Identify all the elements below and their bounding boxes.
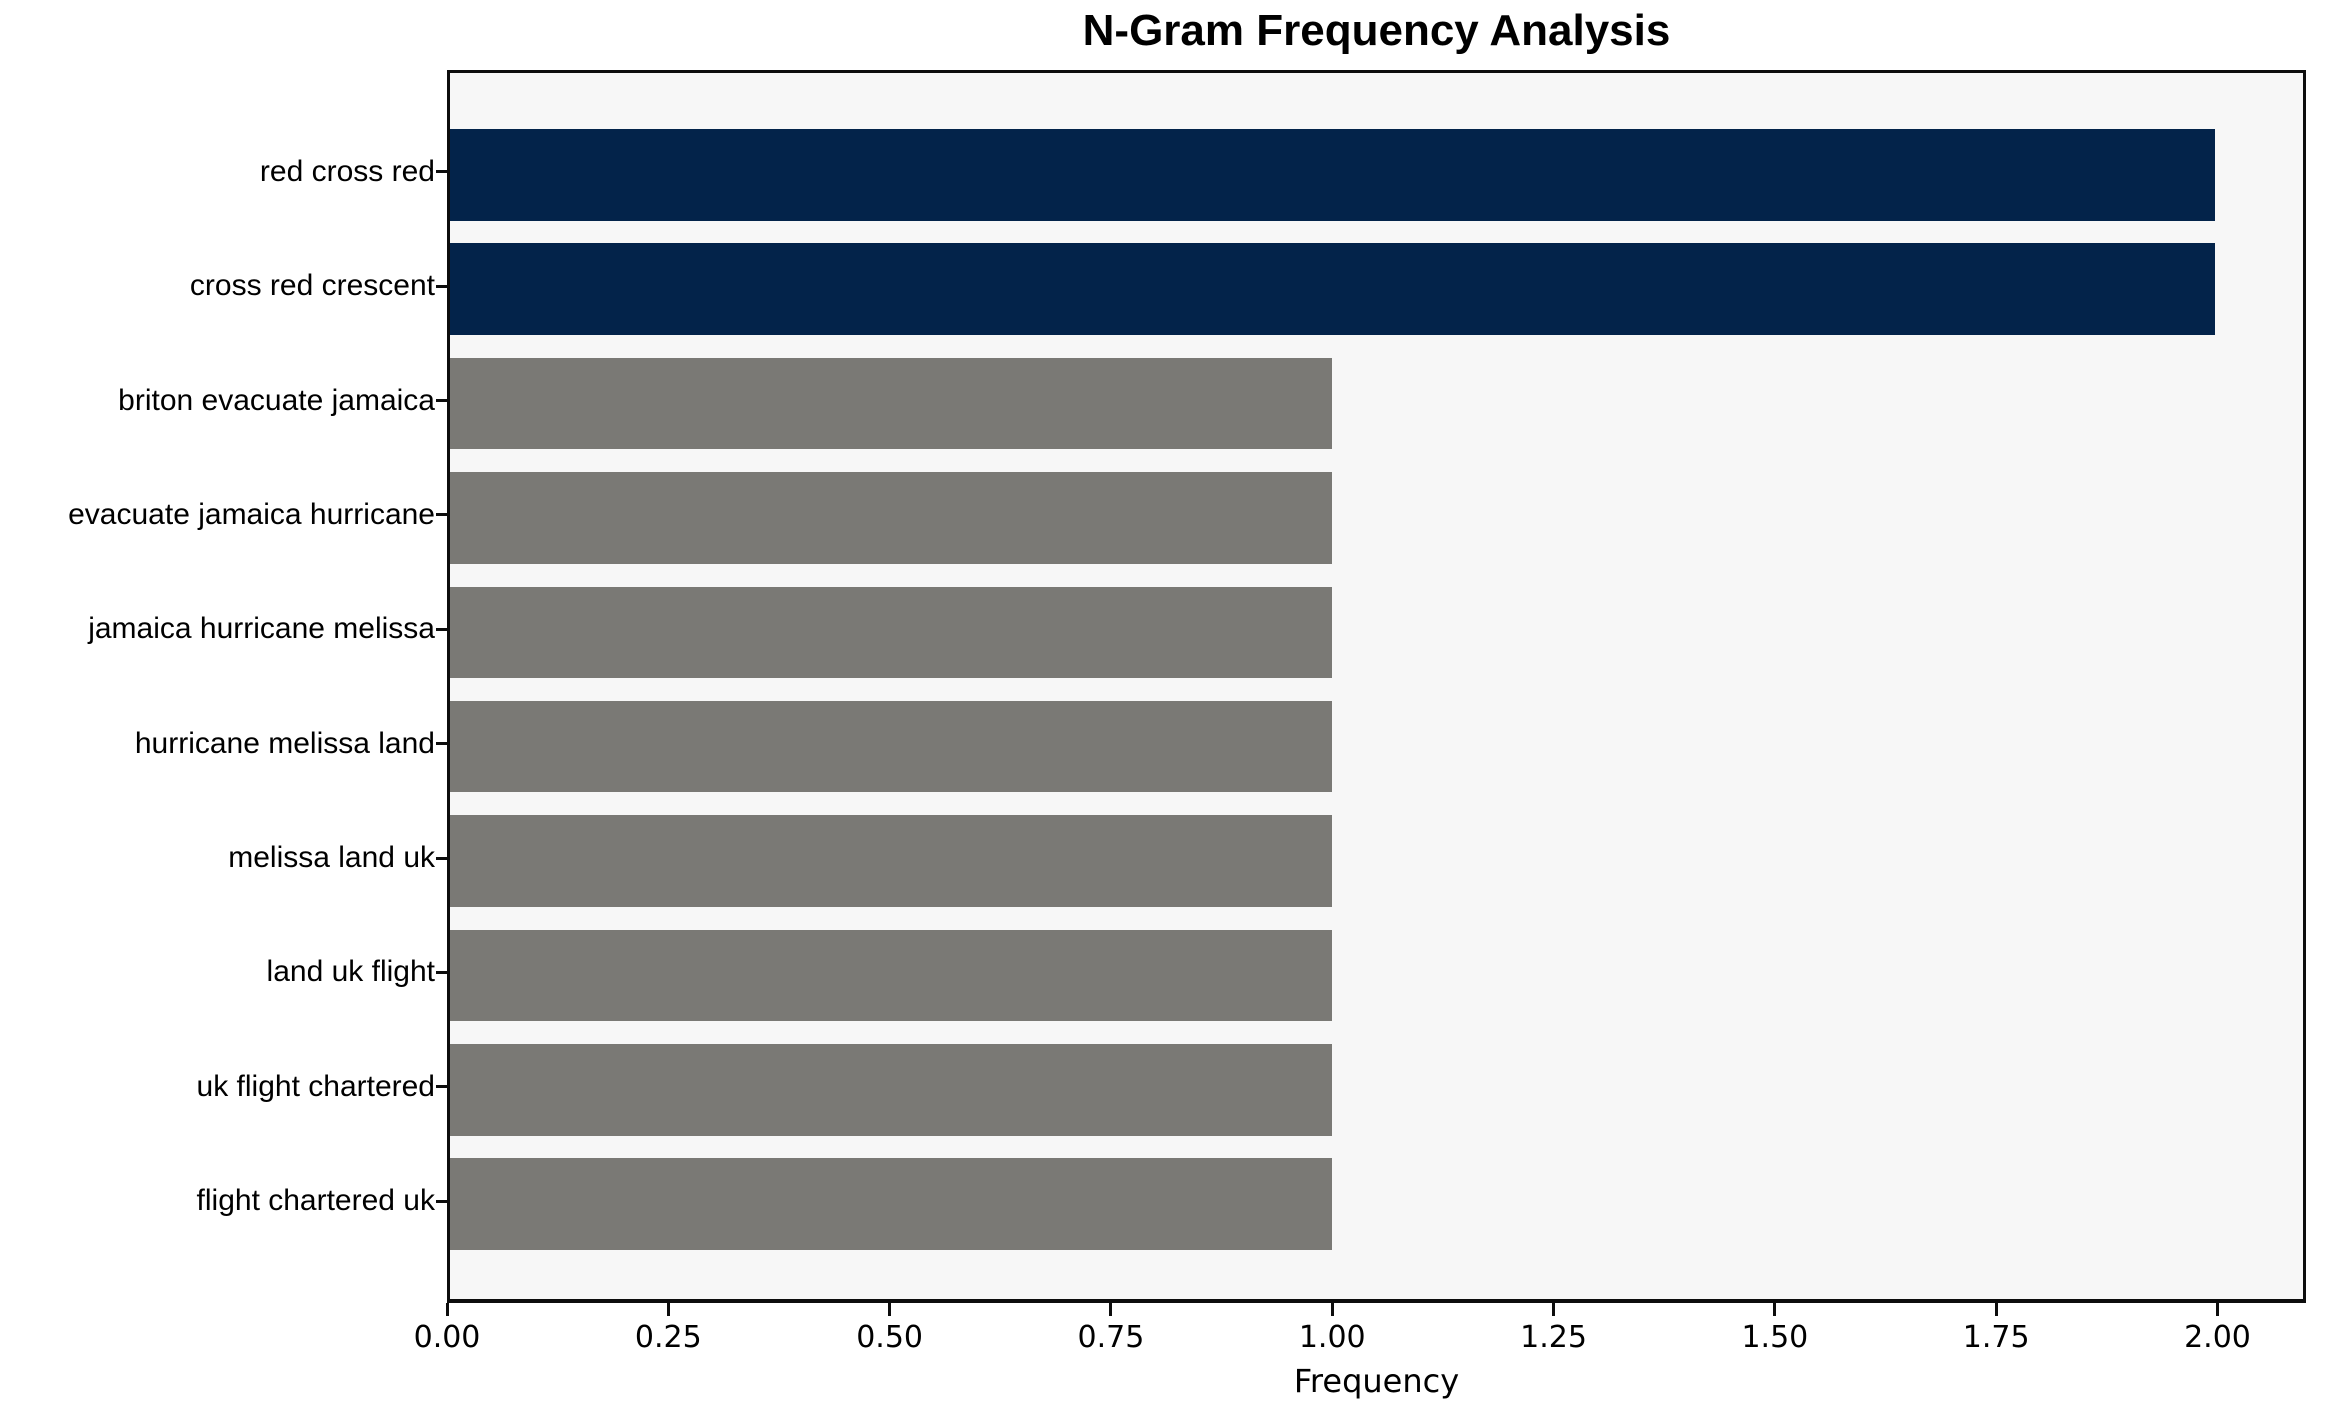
y-tick-label: jamaica hurricane melissa [88,612,435,646]
bar [450,586,1333,679]
x-tick-label: 0.75 [1077,1320,1145,1355]
x-tick-label: 2.00 [2184,1320,2251,1355]
bar [450,1158,1333,1250]
x-tick-label: 0.50 [856,1320,924,1355]
chart-title: N-Gram Frequency Analysis [1082,6,1671,55]
y-tick-label: land uk flight [266,955,435,989]
x-tick-label: 1.75 [1962,1320,2030,1355]
y-tick-mark [436,742,447,746]
plot-area [447,70,2306,1303]
bar [450,700,1333,793]
x-tick-mark [1994,1303,1998,1316]
x-tick-mark [1330,1303,1334,1316]
y-tick-mark [436,170,447,174]
y-tick-mark [436,970,447,974]
bar [450,1044,1333,1136]
x-tick-label: 1.50 [1741,1320,1809,1355]
x-tick-mark [1109,1303,1113,1316]
bar [450,357,1333,450]
x-tick-label: 0.25 [634,1320,702,1355]
y-tick-mark [436,1085,447,1089]
y-tick-label: briton evacuate jamaica [118,383,435,417]
bar [450,929,1333,1022]
x-tick-mark [445,1303,449,1316]
y-tick-mark [436,513,447,517]
y-tick-label: melissa land uk [228,841,435,875]
x-tick-mark [2215,1303,2219,1316]
y-tick-mark [436,1199,447,1203]
y-tick-label: hurricane melissa land [134,726,435,760]
bar [450,243,2215,335]
y-tick-mark [436,627,447,631]
x-axis-label: Frequency [1293,1362,1460,1400]
x-tick-label: 0.00 [413,1320,481,1355]
x-tick-label: 1.25 [1520,1320,1587,1355]
y-tick-mark [436,856,447,860]
x-tick-mark [1773,1303,1777,1316]
y-tick-mark [436,284,447,288]
x-tick-mark [888,1303,892,1316]
y-tick-label: cross red crescent [189,269,435,303]
x-tick-label: 1.00 [1298,1320,1366,1355]
y-tick-label: uk flight chartered [196,1069,435,1103]
x-tick-mark [1552,1303,1556,1316]
bar [450,472,1333,564]
y-tick-label: red cross red [259,154,435,188]
y-tick-label: flight chartered uk [196,1184,435,1218]
bar [450,815,1333,907]
y-tick-mark [436,399,447,403]
y-tick-label: evacuate jamaica hurricane [68,497,435,531]
x-tick-mark [666,1303,670,1316]
bar [450,129,2215,221]
